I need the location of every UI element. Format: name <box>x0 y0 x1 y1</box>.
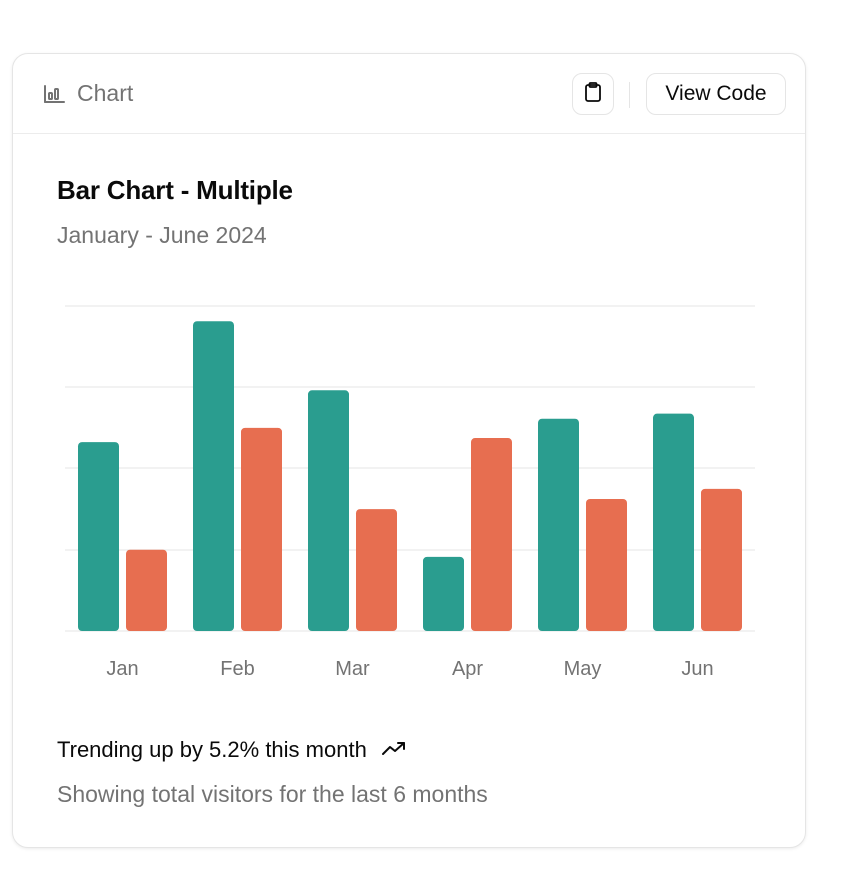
header-label-text: Chart <box>77 80 134 106</box>
header-label: Chart <box>43 80 133 107</box>
bar-series-1-mar[interactable] <box>308 390 349 631</box>
chart-title: Bar Chart - Multiple <box>57 175 293 205</box>
copy-button[interactable] <box>572 73 614 115</box>
bar-series-2-feb[interactable] <box>241 427 282 631</box>
clipboard-icon <box>584 81 602 107</box>
header-divider <box>629 82 630 108</box>
chart-bars <box>78 321 742 631</box>
bar-series-1-feb[interactable] <box>193 321 234 631</box>
x-axis-ticks: Jan Feb Mar Apr May Jun <box>106 658 713 680</box>
bar-chart: Jan Feb Mar Apr May Jun <box>65 305 755 680</box>
x-tick-label: Jun <box>681 658 713 680</box>
x-tick-label: Jan <box>106 658 138 680</box>
bar-series-1-may[interactable] <box>538 418 579 631</box>
x-tick-label: May <box>564 658 602 680</box>
chart-subtitle: January - June 2024 <box>57 222 267 248</box>
chart-grid <box>65 305 755 632</box>
view-code-button[interactable]: View Code <box>646 73 786 115</box>
x-tick-label: Feb <box>220 658 254 680</box>
bar-chart-icon <box>43 84 65 104</box>
x-tick-label: Mar <box>335 658 370 680</box>
card-header: Chart View Code <box>13 54 805 134</box>
bar-series-1-jun[interactable] <box>653 413 694 631</box>
chart-card: Chart View Code Bar Chart - Multiple Jan… <box>12 53 806 848</box>
x-tick-label: Apr <box>452 658 483 680</box>
bar-series-2-mar[interactable] <box>356 509 397 631</box>
bar-series-2-apr[interactable] <box>471 438 512 631</box>
trend-text: Trending up by 5.2% this month <box>57 737 367 762</box>
footer-note: Showing total visitors for the last 6 mo… <box>57 781 488 807</box>
bar-series-2-jan[interactable] <box>126 549 167 631</box>
bar-series-1-apr[interactable] <box>423 556 464 631</box>
bar-series-2-may[interactable] <box>586 498 627 631</box>
bar-series-1-jan[interactable] <box>78 442 119 631</box>
trending-up-icon <box>381 737 407 763</box>
trend-summary: Trending up by 5.2% this month <box>57 737 407 763</box>
bar-series-2-jun[interactable] <box>701 488 742 631</box>
